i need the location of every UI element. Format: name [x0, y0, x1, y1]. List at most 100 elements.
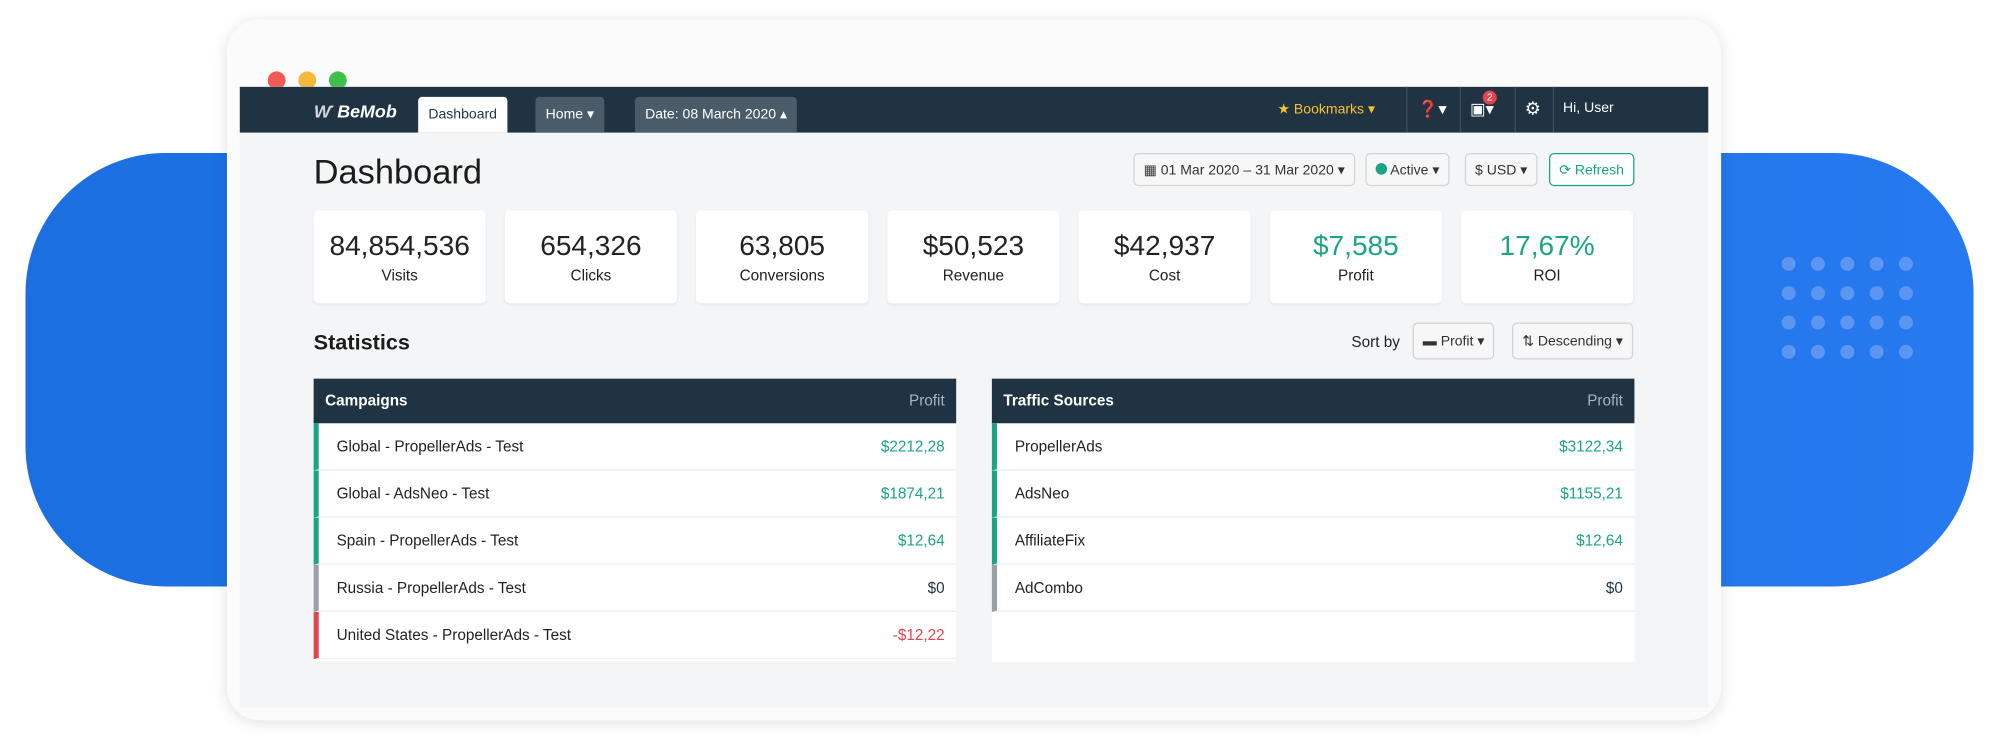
navbar: Ⱳ BeMob Dashboard Home ▾ Date: 08 March …: [239, 86, 1709, 133]
stat-card: $42,937 Cost: [1078, 210, 1251, 304]
dot: [1781, 315, 1796, 330]
stat-value: 63,805: [739, 229, 826, 262]
dot: [1898, 286, 1913, 301]
row-profit: $1874,21: [880, 484, 945, 503]
sort-order-label: Descending: [1537, 334, 1612, 350]
table-header: Campaigns Profit: [313, 378, 957, 424]
dot: [1840, 315, 1855, 330]
maximize-button[interactable]: [328, 71, 347, 90]
row-profit: $2212,28: [880, 437, 945, 456]
dot: [1810, 286, 1826, 301]
row-name: PropellerAds: [1014, 437, 1103, 456]
table-row[interactable]: PropellerAds $3122,34: [991, 423, 1635, 471]
minimize-button[interactable]: [298, 71, 317, 90]
user-label: Hi, User: [1563, 100, 1614, 117]
row-name: Global - AdsNeo - Test: [336, 484, 490, 503]
stat-value: $42,937: [1113, 229, 1216, 262]
stat-label: Profit: [1337, 266, 1374, 285]
table-header: Traffic Sources Profit: [991, 378, 1635, 424]
divider: [1514, 86, 1516, 133]
stat-label: Cost: [1148, 266, 1181, 285]
stat-card: 84,854,536 Visits: [313, 210, 486, 304]
divider: [1459, 86, 1462, 133]
table-row[interactable]: AdsNeo $1155,21: [991, 470, 1635, 518]
dot: [1840, 286, 1855, 301]
dots: [1781, 256, 1913, 359]
dot: [1840, 256, 1855, 271]
table-row[interactable]: United States - PropellerAds - Test -$12,…: [313, 611, 957, 660]
settings[interactable]: ⚙: [1524, 98, 1541, 119]
stat-card: 63,805 Conversions: [696, 210, 869, 304]
dot: [1898, 256, 1913, 271]
sort-field-label: Profit: [1440, 334, 1474, 350]
tab-label: Date: 08 March 2020: [645, 107, 777, 123]
dot: [1898, 315, 1913, 330]
currency[interactable]: $ USD ▾: [1464, 152, 1538, 187]
date-range-label: 01 Mar 2020 – 31 Mar 2020: [1160, 163, 1334, 179]
table-row[interactable]: Russia - PropellerAds - Test $0: [313, 564, 957, 612]
tab[interactable]: Dashboard: [418, 96, 508, 133]
table-row[interactable]: AffiliateFix $12,64: [991, 517, 1635, 565]
stat-label: ROI: [1533, 266, 1561, 285]
help[interactable]: ❓▾: [1417, 99, 1447, 119]
column-title: Profit: [1587, 391, 1623, 410]
app: Ⱳ BeMob Dashboard Home ▾ Date: 08 March …: [239, 86, 1709, 708]
table: Campaigns Profit Global - PropellerAds - T…: [313, 378, 957, 662]
stat-value: 654,326: [540, 229, 642, 262]
column-title: Profit: [908, 391, 945, 410]
stat-card: $7,585 Profit: [1269, 210, 1442, 304]
brand-text: BeMob: [337, 100, 397, 122]
stat-card: 654,326 Clicks: [504, 210, 677, 304]
dot: [1810, 256, 1826, 271]
user-menu[interactable]: Hi, User: [1563, 101, 1614, 116]
row-name: United States - PropellerAds - Test: [336, 625, 571, 644]
refresh-button[interactable]: ⟳ Refresh: [1549, 152, 1635, 187]
stat-card: $50,523 Revenue: [887, 210, 1060, 304]
dot: [1869, 286, 1884, 301]
divider: [1552, 86, 1555, 133]
stat-label: Clicks: [570, 266, 612, 285]
table-row[interactable]: Global - AdsNeo - Test $1874,21: [313, 470, 957, 518]
row-name: Spain - PropellerAds - Test: [336, 531, 519, 550]
close-button[interactable]: [267, 71, 286, 90]
table-row[interactable]: AdCombo $0: [991, 564, 1635, 612]
bookmarks[interactable]: ★ Bookmarks ▾: [1277, 101, 1376, 118]
row-profit: -$12,22: [892, 625, 945, 644]
table-row[interactable]: Spain - PropellerAds - Test $12,64: [313, 517, 957, 565]
sort-label: Sort by: [1351, 332, 1400, 351]
tab-label: Home: [545, 107, 584, 123]
brand[interactable]: Ⱳ BeMob: [313, 100, 397, 122]
dot: [1781, 286, 1796, 301]
dot: [1869, 344, 1884, 359]
stat-label: Visits: [381, 266, 418, 285]
date-range[interactable]: ▦ 01 Mar 2020 – 31 Mar 2020 ▾: [1133, 152, 1355, 187]
dot: [1810, 344, 1826, 359]
dot: [1840, 344, 1855, 359]
sort-field[interactable]: ▬ Profit ▾: [1412, 322, 1495, 360]
dot: [1781, 256, 1796, 271]
dot: [1869, 315, 1884, 330]
bookmarks-label: Bookmarks: [1293, 101, 1365, 118]
tab[interactable]: Date: 08 March 2020 ▴: [634, 96, 798, 133]
row-profit: $0: [1605, 578, 1623, 597]
sort-order[interactable]: ⇅ Descending ▾: [1512, 322, 1634, 360]
column-title: Traffic Sources: [1003, 391, 1114, 410]
stat-value: 84,854,536: [329, 229, 470, 262]
page-title: Dashboard: [313, 152, 483, 192]
column-title: Campaigns: [325, 391, 408, 410]
row-profit: $0: [927, 578, 945, 597]
table-row[interactable]: Global - PropellerAds - Test $2212,28: [313, 423, 957, 471]
row-profit: $3122,34: [1559, 437, 1623, 456]
divider: [1406, 86, 1408, 133]
tab[interactable]: Home ▾: [535, 96, 605, 133]
dot: [1869, 256, 1884, 271]
refresh-label: Refresh: [1574, 163, 1624, 179]
section-title: Statistics: [313, 330, 410, 355]
stat-label: Conversions: [739, 266, 825, 285]
stat-card: 17,67% ROI: [1461, 210, 1634, 304]
stat-value: 17,67%: [1499, 229, 1595, 262]
dot: [1810, 315, 1826, 330]
status-filter[interactable]: Active ▾: [1365, 152, 1450, 187]
